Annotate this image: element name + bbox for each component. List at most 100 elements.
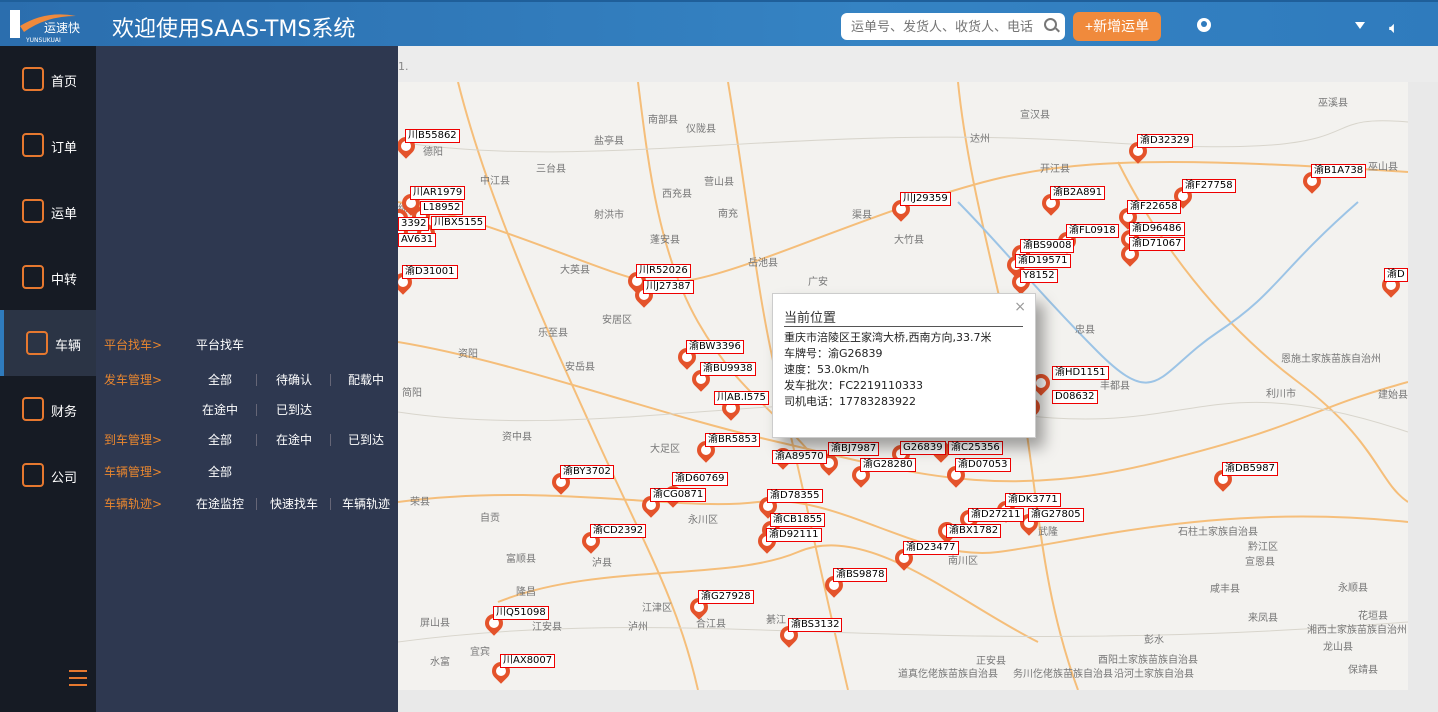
place-label: 达州	[970, 134, 990, 145]
submenu-item[interactable]: 在途中	[275, 433, 312, 447]
submenu-item[interactable]: 配载中	[347, 373, 384, 387]
submenu-item[interactable]: 已到达	[275, 403, 312, 417]
place-label: 自贡	[480, 513, 500, 524]
vehicle-plate-label[interactable]: 渝BW3396	[686, 340, 744, 354]
vehicle-plate-label[interactable]: 渝D71067	[1129, 237, 1185, 251]
popup-divider	[784, 326, 1023, 327]
vehicle-plate-label[interactable]: 渝D27211	[968, 508, 1024, 522]
vehicle-plate-label[interactable]: 渝D78355	[767, 489, 823, 503]
vehicle-plate-label[interactable]: AV631	[398, 233, 437, 247]
sidebar-item-3[interactable]: 中转	[0, 244, 96, 310]
vehicle-plate-label[interactable]: 渝B2A891	[1050, 186, 1106, 200]
vehicle-plate-label[interactable]: 渝CB1855	[770, 513, 826, 527]
vehicle-plate-label[interactable]: 川R52026	[636, 264, 691, 278]
truck-icon	[26, 331, 48, 355]
vehicle-plate-label[interactable]: 渝F27758	[1182, 179, 1236, 193]
vehicle-plate-label[interactable]: 渝C25356	[948, 441, 1003, 455]
vehicle-plate-label[interactable]: 川B55862	[405, 129, 460, 143]
vehicle-plate-label[interactable]: D08632	[1052, 390, 1098, 404]
vehicle-plate-label[interactable]: 渝D60769	[672, 472, 728, 486]
vehicle-plate-label[interactable]: 渝CG0871	[650, 488, 707, 502]
vehicle-plate-label[interactable]: 3392	[398, 217, 430, 231]
vehicle-plate-label[interactable]: 川BX5155	[431, 216, 487, 230]
sidebar-item-label: 中转	[51, 273, 78, 288]
submenu-item[interactable]: 平台找车	[195, 338, 244, 352]
vehicle-plate-label[interactable]: 川AX8007	[500, 654, 556, 668]
user-avatar-icon[interactable]	[1197, 18, 1211, 32]
submenu-group-heading[interactable]: 车辆管理>	[104, 465, 163, 479]
divider	[256, 404, 257, 416]
submenu-item[interactable]: 在途中	[201, 403, 238, 417]
submenu-item[interactable]: 全部	[207, 465, 232, 479]
place-label: 丰都县	[1100, 381, 1130, 392]
sidebar-item-2[interactable]: 运单	[0, 178, 96, 244]
vehicle-plate-label[interactable]: 渝A89570	[772, 450, 827, 464]
search-icon[interactable]	[1044, 18, 1057, 31]
user-dropdown-caret-icon[interactable]	[1355, 22, 1365, 29]
vehicle-plate-label[interactable]: 川AR1979	[410, 186, 466, 200]
vehicle-plate-label[interactable]: 渝BX1782	[946, 524, 1002, 538]
vehicle-plate-label[interactable]: L18952	[420, 201, 464, 215]
submenu-group-heading[interactable]: 车辆轨迹>	[104, 497, 163, 511]
vehicle-plate-label[interactable]: 渝F22658	[1127, 200, 1181, 214]
vehicle-plate-label[interactable]: 渝D92111	[766, 528, 822, 542]
submenu-item[interactable]: 全部	[207, 433, 232, 447]
vehicle-plate-label[interactable]: 渝FL0918	[1066, 224, 1119, 238]
place-label: 来凤县	[1248, 613, 1278, 624]
vehicle-plate-label[interactable]: 川J27387	[643, 280, 694, 294]
vehicle-plate-label[interactable]: 渝D96486	[1129, 222, 1185, 236]
vehicle-plate-label[interactable]: 渝BS9878	[833, 568, 888, 582]
popup-phone: 司机电话：17783283922	[784, 395, 916, 408]
speaker-icon[interactable]: 🔈︎	[1389, 18, 1399, 37]
close-icon[interactable]: ×	[1014, 299, 1026, 315]
vehicle-plate-label[interactable]: 渝D19571	[1015, 254, 1071, 268]
place-label: 巫山县	[1368, 162, 1398, 173]
vehicle-plate-label[interactable]: 渝BU9938	[700, 362, 756, 376]
search-input[interactable]	[841, 13, 1065, 40]
sidebar-item-5[interactable]: 财务	[0, 376, 96, 442]
vehicle-plate-label[interactable]: 渝D	[1384, 268, 1408, 282]
vehicle-plate-label[interactable]: 渝D07053	[955, 458, 1011, 472]
vehicle-plate-label[interactable]: 渝G28280	[860, 458, 916, 472]
menu-toggle-icon[interactable]	[69, 670, 87, 686]
vehicle-plate-label[interactable]: 渝D23477	[903, 541, 959, 555]
submenu-group-heading[interactable]: 发车管理>	[104, 373, 163, 387]
submenu-item[interactable]: 全部	[207, 373, 232, 387]
vehicle-plate-label[interactable]: 渝HD1151	[1052, 366, 1109, 380]
place-label: 安岳县	[565, 362, 595, 373]
vehicle-plate-label[interactable]: 川Q51098	[493, 606, 549, 620]
vehicle-plate-label[interactable]: 渝D32329	[1137, 134, 1193, 148]
vehicle-plate-label[interactable]: 渝BY3702	[560, 465, 614, 479]
vehicle-plate-label[interactable]: 川J29359	[900, 192, 951, 206]
vehicle-plate-label[interactable]: 川AB.I575	[714, 391, 769, 405]
vehicle-plate-label[interactable]: G26839	[900, 441, 946, 455]
submenu-item[interactable]: 在途监控	[195, 497, 244, 511]
vehicle-plate-label[interactable]: 渝BR5853	[705, 433, 761, 447]
finance-icon	[22, 397, 44, 421]
vehicle-plate-label[interactable]: 渝CD2392	[590, 524, 647, 538]
vehicle-plate-label[interactable]: 渝G27928	[698, 590, 754, 604]
sidebar-item-0[interactable]: 首页	[0, 46, 96, 112]
submenu-item[interactable]: 快速找车	[269, 497, 318, 511]
sidebar-item-1[interactable]: 订单	[0, 112, 96, 178]
submenu-group-heading[interactable]: 到车管理>	[104, 433, 163, 447]
submenu-item[interactable]: 待确认	[275, 373, 312, 387]
vehicle-plate-label[interactable]: 渝BS9008	[1020, 239, 1075, 253]
vehicle-plate-label[interactable]: Y8152	[1020, 269, 1058, 283]
sidebar-item-6[interactable]: 公司	[0, 442, 96, 508]
sidebar-item-4[interactable]: 车辆	[0, 310, 96, 376]
vehicle-plate-label[interactable]: 渝BJ7987	[828, 442, 880, 456]
place-label: 沿河土家族自治县	[1114, 669, 1194, 680]
vehicle-plate-label[interactable]: 渝DB5987	[1222, 462, 1279, 476]
vehicle-plate-label[interactable]: 渝DK3771	[1005, 493, 1061, 507]
submenu-item[interactable]: 车辆轨迹	[341, 497, 390, 511]
place-label: 简阳	[402, 388, 422, 399]
vehicle-plate-label[interactable]: 渝G27805	[1028, 508, 1084, 522]
vehicle-plate-label[interactable]: 渝D31001	[402, 265, 458, 279]
submenu-item[interactable]: 已到达	[347, 433, 384, 447]
place-label: 营山县	[704, 177, 734, 188]
add-waybill-button[interactable]: +新增运单	[1073, 12, 1161, 41]
vehicle-plate-label[interactable]: 渝BS3132	[788, 618, 843, 632]
vehicle-plate-label[interactable]: 渝B1A738	[1311, 164, 1367, 178]
submenu-group-heading[interactable]: 平台找车>	[104, 338, 163, 352]
